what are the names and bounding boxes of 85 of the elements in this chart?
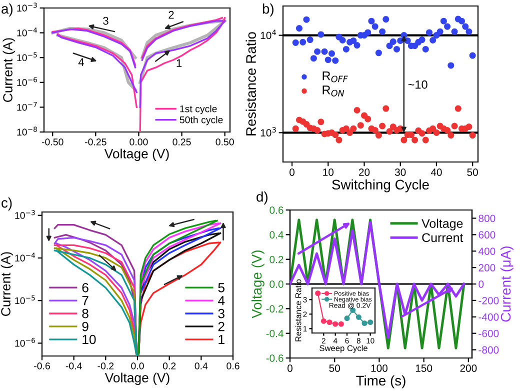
x-tick-label: 200 xyxy=(460,364,477,372)
x-tick-label: 0 xyxy=(290,168,295,176)
y-axis-title: Resistance Ratio xyxy=(246,32,256,136)
annotation: 3 xyxy=(103,16,108,25)
x-tick-label: 50 xyxy=(467,168,478,176)
x-tick-label: 0.0 xyxy=(131,362,144,370)
y-tick-label: 10$^{−8}$ xyxy=(17,126,37,136)
y-tick-label: 10$^{−5}$ xyxy=(17,52,37,62)
y2-tick-label: 400 xyxy=(478,248,496,255)
x-tick-label: 30 xyxy=(394,168,406,176)
y-tick-label: -0.4 xyxy=(266,330,284,338)
y-axis-title: Current (A) xyxy=(2,38,16,102)
x-axis-title: Sweep Cycle xyxy=(320,344,368,353)
legend-label: 1st cycle xyxy=(180,105,217,114)
annotation: ~10 xyxy=(408,80,428,89)
y2-tick-label: 0 xyxy=(478,280,484,288)
y2-tick-label: -800 xyxy=(478,346,499,354)
x-tick-label: 0.50 xyxy=(216,138,234,146)
legend-label: 5 xyxy=(218,283,224,292)
y-tick-label: -0.6 xyxy=(266,354,284,362)
y-tick-label: 0.6 xyxy=(270,206,284,214)
y2-axis-title: Current (μA) xyxy=(500,246,514,322)
legend-label: 7 xyxy=(82,296,88,306)
legend-label: 9 xyxy=(82,322,88,332)
y2-tick-label: -400 xyxy=(478,313,499,321)
y-tick-label: 10$^{−4}$ xyxy=(15,252,36,262)
x-tick-label: 10 xyxy=(323,168,334,176)
x-axis-title: Voltage (V) xyxy=(104,148,169,161)
y-tick-label: 10$^{3}$ xyxy=(260,126,276,136)
x-tick-label: 50 xyxy=(329,364,340,372)
annotation: 2 xyxy=(168,10,174,19)
legend-label: 2 xyxy=(218,322,224,332)
legend-label: R$_{OFF}$ xyxy=(322,72,348,82)
y-axis-title: Current (A) xyxy=(0,252,14,316)
x-tick-label: 150 xyxy=(416,364,432,372)
legend-label: Current xyxy=(422,233,464,242)
legend-label: 3 xyxy=(218,308,224,318)
chart-title: c) xyxy=(2,198,12,210)
legend-label: 1 xyxy=(218,334,224,344)
legend-label: 8 xyxy=(82,308,88,318)
x-tick-label: -0.25 xyxy=(85,138,106,146)
x-tick-label: 0.00 xyxy=(130,138,148,146)
y2-tick-label: 200 xyxy=(478,264,496,272)
y2-tick-label: -200 xyxy=(478,296,499,304)
x-tick-label: 0.6 xyxy=(226,362,240,370)
x-tick-label: 0 xyxy=(288,364,292,372)
x-tick-label: 40 xyxy=(430,168,442,176)
y2-tick-label: 800 xyxy=(478,214,496,222)
y-tick-label: 10$^{−7}$ xyxy=(17,102,37,111)
x-tick-label: 0.25 xyxy=(172,138,191,146)
y-tick-label: -0.2 xyxy=(266,305,284,313)
y-tick-label: 0.0 xyxy=(270,280,284,288)
y-tick-label: 10$^{−3}$ xyxy=(15,210,35,219)
annotation: 4 xyxy=(78,58,84,66)
legend-label: 4 xyxy=(218,296,225,306)
x-axis-title: Voltage (V) xyxy=(104,372,170,385)
y-tick-label: 10$^{−5}$ xyxy=(15,295,35,304)
x-tick-label: 20 xyxy=(358,168,370,176)
x-tick-label: 0.2 xyxy=(162,362,176,370)
x-tick-label: -0.4 xyxy=(66,362,82,370)
y-tick-label: 10$^{−3}$ xyxy=(17,2,37,12)
x-tick-label: 100 xyxy=(371,364,388,372)
annotation: 1 xyxy=(176,59,182,67)
y-tick-label: 10$^{4}$ xyxy=(260,30,276,40)
y-tick-label: 0.4 xyxy=(270,231,284,239)
legend-label: R$_{ON}$ xyxy=(322,86,344,96)
legend-label: 50th cycle xyxy=(180,116,223,126)
x-axis-title: Switching Cycle xyxy=(332,179,429,192)
y2-tick-label: 600 xyxy=(478,231,496,239)
y2-tick-label: -600 xyxy=(478,330,499,338)
y-tick-label: 10$^{−4}$ xyxy=(17,28,38,36)
y-tick-label: 10$^{−6}$ xyxy=(15,338,35,347)
x-axis-title: Time (s) xyxy=(356,375,406,388)
legend-label: Voltage xyxy=(422,218,463,230)
chart-title: d) xyxy=(256,192,268,204)
chart-title: a) xyxy=(2,4,12,16)
y-tick-label: 10$^{−6}$ xyxy=(17,77,37,86)
y-axis-title: Voltage (V) xyxy=(251,250,264,318)
y-tick-label: 0.2 xyxy=(270,256,284,264)
x-tick-label: 0.4 xyxy=(194,362,208,370)
x-tick-label: -0.50 xyxy=(42,138,64,146)
x-tick-label: -0.6 xyxy=(34,362,50,370)
x-tick-label: -0.2 xyxy=(98,362,114,370)
chart-title: b) xyxy=(262,4,274,16)
legend-label: 6 xyxy=(82,282,88,292)
